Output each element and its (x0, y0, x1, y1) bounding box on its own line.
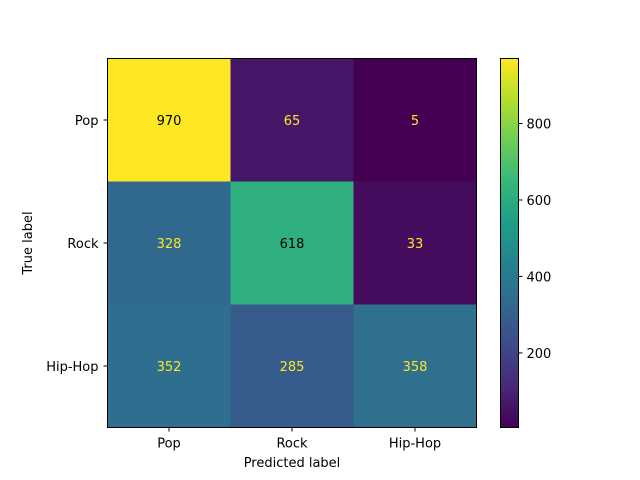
x-tick-label: Rock (276, 437, 308, 452)
cell-value-label: 5 (411, 114, 419, 129)
y-tick-label: Rock (67, 237, 99, 252)
cell-value-label: 618 (280, 237, 305, 252)
colorbar (500, 58, 519, 428)
heatmap-cell (353, 304, 477, 428)
heatmap-cell (230, 58, 354, 182)
x-axis-label: Predicted label (244, 456, 341, 471)
heatmap-cells (107, 58, 477, 428)
cell-value-label: 285 (280, 360, 305, 375)
x-axis-ticks: Pop Rock Hip-Hop (157, 427, 441, 452)
cell-value-label: 352 (157, 360, 182, 375)
colorbar-tick-label: 800 (527, 118, 552, 133)
heatmap-cell (353, 58, 477, 182)
colorbar-tick-label: 600 (527, 194, 552, 209)
y-tick-label: Hip-Hop (46, 360, 98, 375)
heatmap-cell (230, 181, 354, 305)
heatmap-cell (107, 58, 231, 182)
colorbar-tick-label: 400 (527, 270, 552, 285)
y-tick-label: Pop (75, 114, 99, 129)
x-tick-label: Pop (157, 437, 181, 452)
heatmap-cell (230, 304, 354, 428)
colorbar-tick-label: 200 (527, 347, 552, 362)
colorbar-ticks: 200 400 600 800 (518, 118, 552, 362)
cell-value-label: 328 (157, 237, 182, 252)
cell-value-label: 65 (284, 114, 301, 129)
y-axis-label: True label (21, 211, 36, 275)
cell-value-label: 970 (157, 114, 182, 129)
heatmap-cell (353, 181, 477, 305)
cell-value-label: 33 (407, 237, 424, 252)
x-tick-label: Hip-Hop (389, 437, 441, 452)
heatmap-cell (107, 304, 231, 428)
y-axis-ticks: Pop Rock Hip-Hop (46, 114, 108, 375)
heatmap-cell (107, 181, 231, 305)
heatmap-cell-labels: 970 65 5 328 618 33 352 285 358 (157, 114, 428, 375)
cell-value-label: 358 (403, 360, 428, 375)
